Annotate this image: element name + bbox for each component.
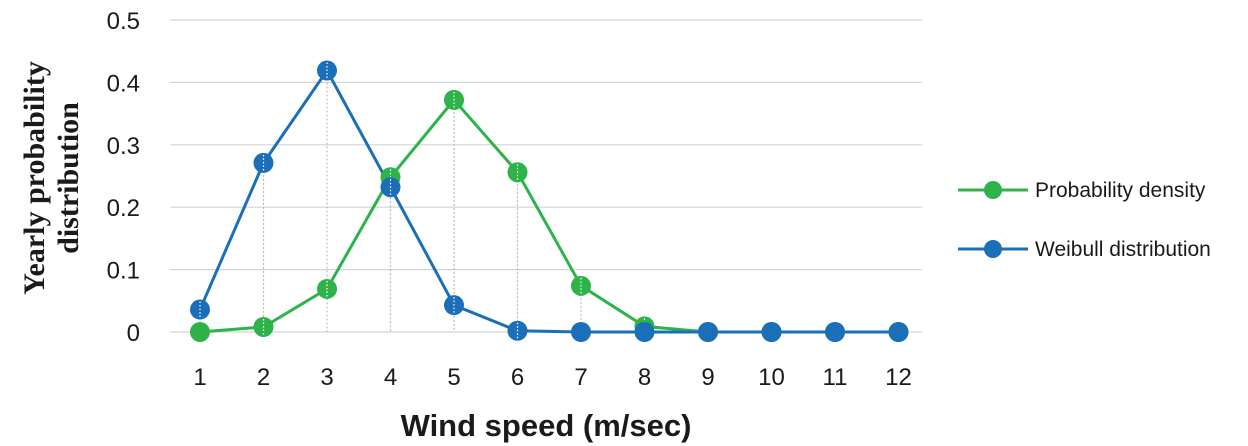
legend-marker: [984, 240, 1002, 258]
x-tick-label: 3: [320, 364, 333, 391]
x-tick-label: 12: [885, 364, 912, 391]
legend: Probability density Weibull distribution: [958, 179, 1211, 261]
data-point: [888, 322, 909, 342]
legend-marker: [984, 181, 1002, 199]
x-tick-label: 11: [823, 364, 848, 391]
x-tick-label: 8: [638, 364, 651, 391]
series-line: [198, 67, 899, 334]
x-tick-label: 1: [193, 364, 206, 391]
legend-label: Weibull distribution: [1035, 238, 1211, 261]
data-point: [634, 322, 655, 342]
data-point: [761, 322, 782, 342]
x-tick-label: 2: [257, 364, 270, 391]
grid-lines: [170, 19, 922, 333]
x-tick-label: 9: [701, 364, 714, 391]
data-point: [825, 322, 845, 342]
y-tick-label: 0.4: [107, 70, 140, 97]
y-tick-label: 0.5: [107, 8, 140, 35]
data-point: [698, 322, 718, 342]
series-markers-0: [190, 89, 909, 342]
x-axis-ticks: 1 2 3 4 5 6 7 8 9 10 11 12: [193, 364, 912, 391]
x-tick-label: 7: [574, 364, 587, 391]
y-tick-label: 0.3: [107, 133, 140, 160]
x-tick-label: 5: [447, 364, 460, 391]
data-point: [571, 322, 591, 342]
y-tick-label: 0: [127, 320, 140, 347]
series-line: [199, 97, 899, 334]
x-tick-label: 4: [384, 364, 397, 391]
y-axis-label-line-1: Yearly probability: [18, 61, 51, 295]
y-axis-label-line-2: distribution: [52, 102, 85, 254]
series-1: [198, 67, 899, 334]
series-group: [190, 60, 909, 342]
y-tick-label: 0.1: [107, 258, 140, 285]
x-tick-label: 10: [758, 364, 785, 391]
y-axis-ticks: 0 0.1 0.2 0.3 0.4 0.5: [107, 8, 140, 347]
y-tick-label: 0.2: [107, 195, 140, 222]
data-point: [190, 322, 210, 342]
legend-item: Probability density: [958, 179, 1206, 202]
legend-item: Weibull distribution: [958, 238, 1211, 261]
series-markers-1: [190, 60, 909, 342]
x-axis-label: Wind speed (m/sec): [401, 408, 692, 443]
y-axis-label: Yearly probability distribution: [18, 61, 85, 295]
x-tick-label: 6: [511, 364, 524, 391]
legend-label: Probability density: [1035, 179, 1206, 202]
series-0: [199, 97, 899, 334]
